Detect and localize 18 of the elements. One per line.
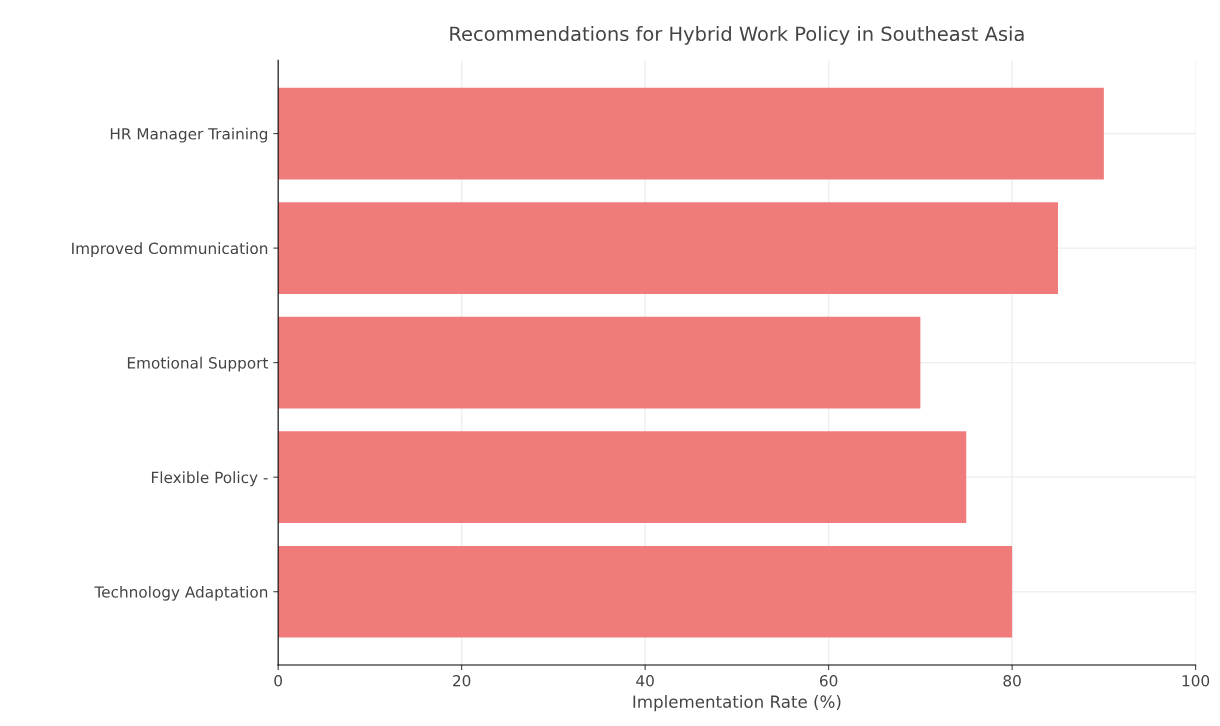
- y-tick-label: HR Manager Training: [110, 127, 268, 143]
- x-tick-label: 0: [274, 675, 283, 687]
- y-tick-label: Improved Communication: [72, 242, 268, 258]
- bar: [278, 316, 921, 409]
- x-axis-title: Implementation Rate (%): [633, 695, 841, 712]
- bar: [278, 87, 1104, 180]
- x-tick-label: 80: [1003, 675, 1021, 687]
- bar: [278, 202, 1058, 294]
- y-tick-label: Flexible Policy -: [151, 471, 268, 487]
- y-tick-label: Technology Adaptation: [94, 585, 268, 601]
- x-tick-label: 40: [636, 675, 654, 687]
- bar: [278, 545, 1013, 638]
- x-tick-label: 60: [819, 675, 838, 687]
- bar: [278, 431, 967, 523]
- x-tick-label: 20: [453, 675, 471, 687]
- y-tick-label: Emotional Support: [127, 356, 269, 372]
- x-tick-label: 100: [1182, 675, 1210, 687]
- chart-title: Recommendations for Hybrid Work Policy in Southeast Asia: [450, 26, 1024, 45]
